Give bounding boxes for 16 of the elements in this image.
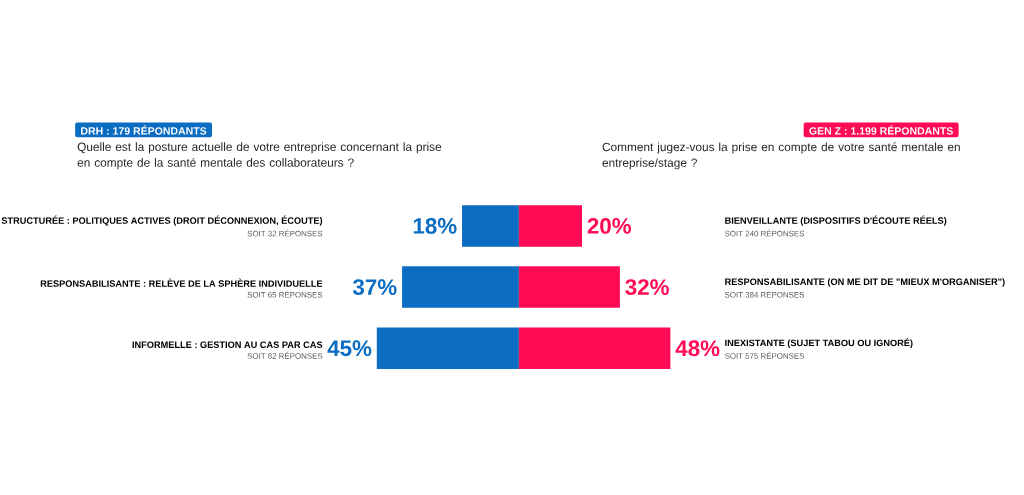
y-tick-label: RESPONSABILISANTE (ON ME DIT DE "MIEUX M'ORGANISER")	[725, 278, 1005, 287]
y-tick-label: STRUCTURÉE : POLITIQUES ACTIVES (DROIT DÉCONNEXION, ÉCOUTE)	[1, 215, 323, 226]
y-tick-label: RESPONSABILISANTE : RELÈVE DE LA SPHÈRE INDIVIDUELLE	[40, 278, 323, 287]
data-label: 20%	[587, 217, 632, 234]
data-label: 32%	[625, 279, 669, 295]
data-label: 48%	[675, 340, 720, 357]
text: GEN Z : 1.199 RÉPONDANTS	[809, 125, 953, 135]
y-tick-label: INEXISTANTE (SUJET TABOU OU IGNORÉ)	[725, 337, 913, 348]
data-label: 45%	[327, 340, 372, 357]
y-tick-label: INFORMELLE : GESTION AU CAS PAR CAS	[132, 341, 323, 348]
text: DRH : 179 RÉPONDANTS	[81, 125, 207, 135]
y-tick-label: BIENVEILLANTE (DISPOSITIFS D'ÉCOUTE RÉELS)	[725, 215, 947, 226]
data-label: 37%	[352, 279, 397, 295]
text: Comment jugez-vous la prise en compte de votre santé mentale en entreprise/stage ?	[602, 142, 960, 170]
text: Quelle est la posture actuelle de votre entreprise concernant la prise en compte de la santé mentale des collaborateurs ?	[77, 142, 442, 170]
data-label: 18%	[413, 217, 457, 234]
